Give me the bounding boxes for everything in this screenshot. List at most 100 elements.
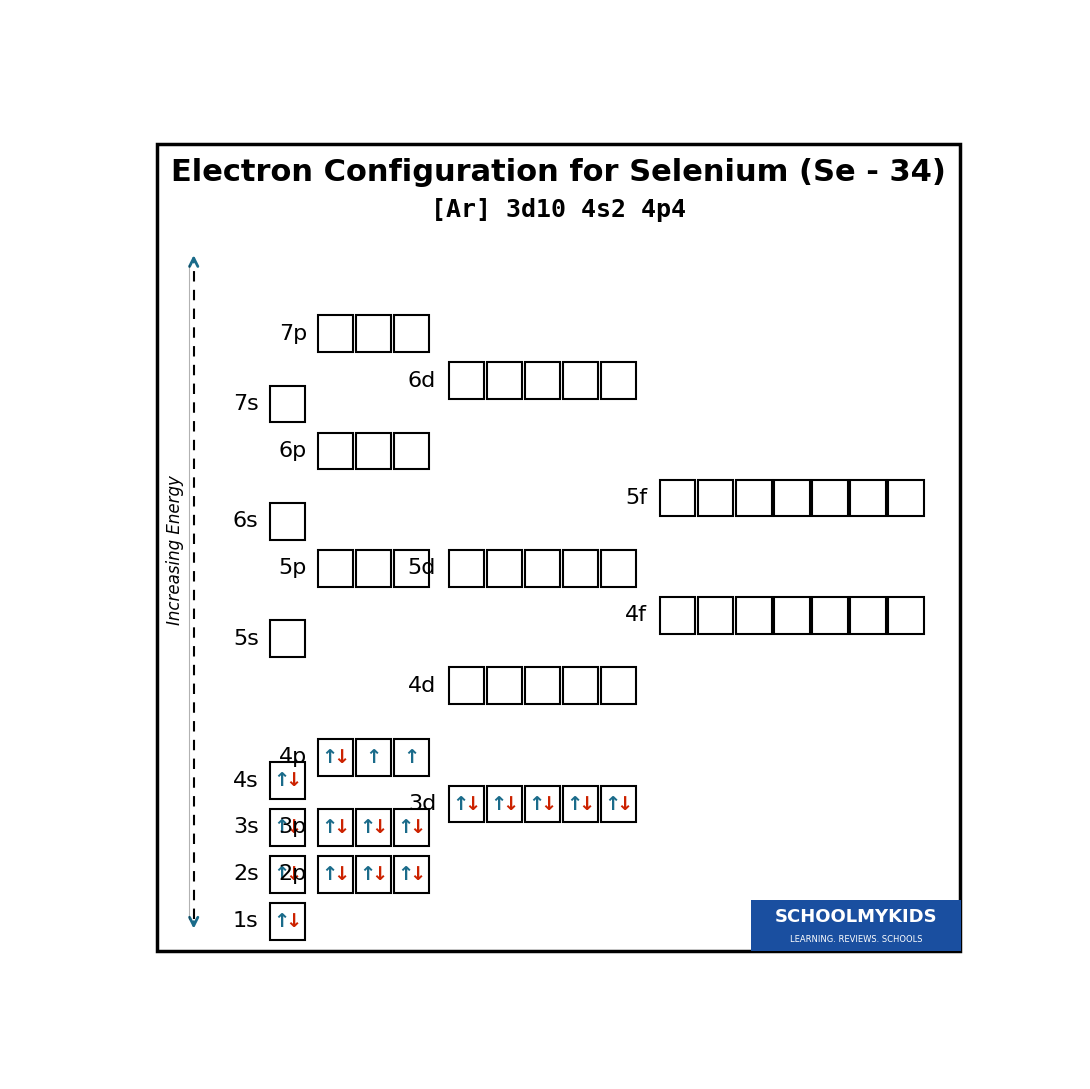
Bar — [269, 809, 305, 846]
Bar — [661, 597, 695, 634]
Bar — [355, 738, 391, 775]
Text: ↓: ↓ — [410, 865, 426, 884]
Bar — [393, 856, 429, 893]
Text: ↓: ↓ — [334, 818, 350, 837]
Bar — [269, 386, 305, 423]
Bar — [601, 668, 637, 705]
Bar — [850, 479, 885, 516]
Bar — [355, 809, 391, 846]
Text: ↓: ↓ — [502, 795, 519, 813]
Text: ↑: ↑ — [274, 865, 290, 884]
Text: ↑: ↑ — [274, 818, 290, 837]
Bar — [525, 363, 560, 399]
Bar — [393, 809, 429, 846]
Bar — [487, 550, 522, 587]
Bar — [355, 856, 391, 893]
Text: ↓: ↓ — [286, 818, 302, 837]
Bar — [698, 597, 734, 634]
Text: ↓: ↓ — [410, 818, 426, 837]
Bar — [318, 856, 353, 893]
Text: ↓: ↓ — [334, 865, 350, 884]
Text: ↑: ↑ — [452, 795, 469, 813]
Bar — [774, 597, 810, 634]
Bar — [698, 479, 734, 516]
Bar — [562, 668, 598, 705]
Text: 3s: 3s — [233, 818, 258, 837]
Bar — [888, 597, 923, 634]
Text: 6s: 6s — [233, 512, 258, 531]
Text: 6p: 6p — [279, 441, 307, 461]
Text: ↑: ↑ — [567, 795, 583, 813]
Text: ↓: ↓ — [541, 795, 557, 813]
Text: 7s: 7s — [233, 394, 258, 414]
Text: ↑: ↑ — [322, 818, 338, 837]
Bar — [318, 550, 353, 587]
Bar — [525, 785, 560, 822]
Bar — [736, 597, 772, 634]
Text: ↑: ↑ — [398, 865, 414, 884]
Bar — [355, 315, 391, 352]
Bar — [601, 363, 637, 399]
Bar — [525, 550, 560, 587]
Bar — [774, 479, 810, 516]
Bar — [393, 738, 429, 775]
Bar — [562, 363, 598, 399]
Text: 6d: 6d — [408, 370, 436, 391]
Bar — [525, 668, 560, 705]
Bar — [562, 785, 598, 822]
Bar — [888, 479, 923, 516]
Text: 2s: 2s — [233, 865, 258, 884]
Text: 7p: 7p — [279, 323, 307, 344]
Bar — [487, 785, 522, 822]
Text: ↑: ↑ — [490, 795, 507, 813]
Bar — [318, 315, 353, 352]
Bar — [318, 738, 353, 775]
Text: ↑: ↑ — [529, 795, 545, 813]
Bar — [393, 432, 429, 469]
Text: ↓: ↓ — [464, 795, 481, 813]
Bar — [736, 479, 772, 516]
Text: 5d: 5d — [408, 559, 436, 578]
Text: 2p: 2p — [279, 865, 307, 884]
Text: ↓: ↓ — [286, 865, 302, 884]
Bar — [318, 432, 353, 469]
Text: [Ar] 3d10 4s2 4p4: [Ar] 3d10 4s2 4p4 — [432, 198, 686, 222]
Bar — [812, 597, 848, 634]
Bar — [269, 856, 305, 893]
Text: SCHOOLMYKIDS: SCHOOLMYKIDS — [775, 907, 937, 926]
Bar — [355, 432, 391, 469]
Bar — [269, 903, 305, 940]
Text: ↑: ↑ — [360, 865, 376, 884]
Bar — [562, 550, 598, 587]
Bar — [487, 668, 522, 705]
Text: 4d: 4d — [408, 676, 436, 696]
Text: ↑: ↑ — [274, 771, 290, 790]
Text: 4f: 4f — [626, 605, 647, 625]
Bar — [449, 363, 484, 399]
Text: Electron Configuration for Selenium (Se - 34): Electron Configuration for Selenium (Se … — [171, 158, 946, 187]
Text: 4p: 4p — [279, 747, 307, 767]
Bar — [661, 479, 695, 516]
Bar — [601, 785, 637, 822]
Text: ↓: ↓ — [579, 795, 595, 813]
Bar — [850, 597, 885, 634]
Text: ↓: ↓ — [286, 771, 302, 790]
Bar — [449, 550, 484, 587]
Text: 1s: 1s — [233, 911, 258, 931]
Bar — [449, 668, 484, 705]
Text: ↓: ↓ — [334, 747, 350, 767]
Text: 5s: 5s — [233, 628, 258, 649]
Text: ↑: ↑ — [365, 747, 382, 767]
Text: Increasing Energy: Increasing Energy — [166, 475, 184, 625]
Text: ↑: ↑ — [403, 747, 420, 767]
Text: ↓: ↓ — [286, 911, 302, 931]
Bar — [355, 550, 391, 587]
Bar — [393, 550, 429, 587]
Text: 4s: 4s — [233, 771, 258, 791]
Text: ↑: ↑ — [360, 818, 376, 837]
Bar — [751, 901, 960, 951]
Text: LEARNING. REVIEWS. SCHOOLS: LEARNING. REVIEWS. SCHOOLS — [790, 935, 922, 944]
Text: ↑: ↑ — [322, 865, 338, 884]
Text: 3p: 3p — [279, 818, 307, 837]
Bar — [269, 503, 305, 540]
